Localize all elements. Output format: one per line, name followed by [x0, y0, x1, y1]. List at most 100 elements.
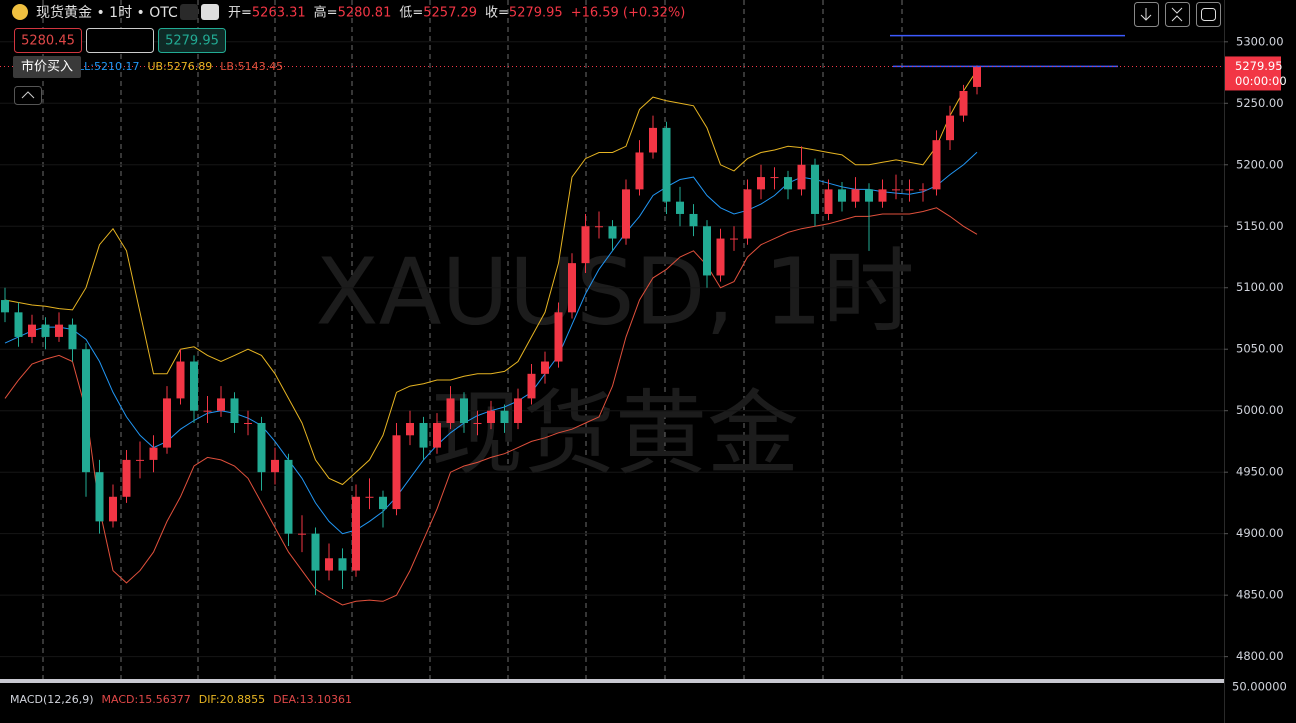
tooltip: [13, 56, 81, 78]
macd-legend-item: DIF:20.8855: [199, 693, 265, 706]
y-tick-label: 5200.00: [1236, 157, 1284, 171]
sell-button[interactable]: [14, 28, 82, 53]
candle-body: [919, 189, 927, 191]
candle-body: [244, 423, 252, 425]
candle-body: [851, 189, 860, 202]
icon[interactable]: [180, 4, 198, 20]
candle-body: [527, 373, 536, 399]
candle-body: [743, 189, 752, 239]
candle-body: [271, 459, 279, 473]
candle-body: [649, 127, 657, 153]
symbol-icon: [12, 4, 28, 20]
candle-body: [622, 189, 630, 239]
band-line: [4, 207, 978, 606]
candle-body: [824, 189, 833, 214]
candle-body: [716, 238, 725, 276]
ohlc-value: 5257.29: [423, 6, 477, 21]
pane-divider: [0, 679, 1224, 683]
collapse-button[interactable]: [14, 86, 42, 105]
candle-body: [149, 447, 158, 460]
candle-body: [676, 201, 684, 214]
legend-item: BOLL:5210.17: [62, 60, 139, 73]
candle-body: [325, 558, 333, 571]
candle-body: [932, 140, 941, 190]
candle-body: [662, 127, 671, 202]
ohlc-value: 5279.95: [509, 6, 563, 21]
indicator-legend: BOLL:5210.17 UB:5276.89 LB:5143.45: [62, 60, 283, 73]
button[interactable]: [1165, 2, 1190, 27]
y-tick-label: 5300.00: [1236, 34, 1284, 48]
candle-body: [878, 189, 887, 202]
candle-body: [163, 398, 171, 448]
ohlc-label: 收=: [485, 6, 509, 21]
icon: [1201, 8, 1216, 21]
legend-item: LB:5143.45: [220, 60, 283, 73]
ohlc-label: 开=: [228, 6, 252, 21]
candle-body: [973, 66, 981, 87]
y-tick-label: 4800.00: [1236, 649, 1284, 663]
y-tick-label: 4900.00: [1236, 526, 1284, 540]
candle-body: [797, 164, 806, 190]
icon: [21, 91, 35, 99]
candle-body: [352, 496, 360, 571]
candle-body: [784, 177, 792, 190]
quantity-input[interactable]: [86, 28, 154, 53]
sell-price: 5280.45: [21, 34, 75, 49]
last-price-box: [1225, 56, 1281, 91]
buy-button[interactable]: [158, 28, 226, 53]
candle-body: [460, 398, 468, 424]
macd-tick-label: 50.00000: [1232, 680, 1287, 694]
candle-body: [838, 189, 846, 202]
candle-body: [392, 435, 401, 510]
candle-body: [217, 398, 225, 411]
watermark: 现货黄金: [431, 380, 799, 487]
plot: [0, 34, 1224, 658]
y-tick-label: 5250.00: [1236, 96, 1284, 110]
candle-body: [68, 324, 77, 350]
candle-body: [703, 226, 711, 276]
candle-body: [176, 361, 185, 399]
icon[interactable]: [201, 4, 219, 20]
candle-body: [865, 189, 873, 202]
y-tick-label: 5000.00: [1236, 403, 1284, 417]
candle-body: [190, 361, 198, 411]
macd-legend: MACD(12,26,9) MACD:15.56377 DIF:20.8855 DEA…: [10, 693, 352, 706]
candle-body: [905, 189, 914, 191]
y-tick-label: 4950.00: [1236, 465, 1284, 479]
candle-body: [946, 115, 954, 141]
candle-body: [95, 472, 104, 522]
candle-body: [28, 324, 36, 337]
candle-body: [257, 423, 266, 473]
candle-body: [581, 226, 590, 264]
candle-body: [55, 324, 63, 337]
y-tick-label: 5100.00: [1236, 280, 1284, 294]
tooltip-text: 市价买入: [21, 59, 73, 75]
candle-body: [500, 410, 509, 424]
candle-body: [298, 533, 306, 535]
candle-body: [82, 349, 90, 473]
watermark: XAUUSD, 1时: [316, 238, 915, 345]
candle-body: [14, 312, 23, 337]
candle-body: [230, 398, 239, 424]
ohlc-label: 高=: [314, 5, 338, 21]
candle-body: [122, 459, 131, 497]
button[interactable]: [1196, 2, 1221, 27]
ohlc-label: 低=: [399, 6, 423, 21]
candle-body: [487, 410, 495, 424]
candle-body: [541, 361, 549, 374]
change: +16.59 (+0.32%): [571, 6, 686, 21]
candle-body: [136, 459, 144, 461]
candle-body: [311, 533, 320, 571]
ohlc-value: 5280.81: [338, 6, 392, 21]
candle-body: [284, 459, 293, 534]
countdown: 00:00:00: [1235, 74, 1287, 88]
candle-body: [811, 164, 819, 214]
y-tick-label: 5150.00: [1236, 219, 1284, 233]
macd-legend-item: MACD(12,26,9): [10, 693, 94, 706]
candle-body: [1, 300, 9, 313]
candle-body: [689, 213, 698, 227]
candle-body: [959, 90, 968, 116]
